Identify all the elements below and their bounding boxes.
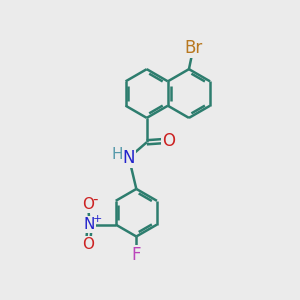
Text: -: - bbox=[92, 192, 98, 207]
Text: O: O bbox=[82, 197, 94, 212]
Text: +: + bbox=[92, 214, 102, 224]
Text: F: F bbox=[132, 246, 141, 264]
Text: N: N bbox=[123, 149, 135, 167]
Text: O: O bbox=[162, 132, 175, 150]
Text: H: H bbox=[111, 147, 123, 162]
Text: Br: Br bbox=[184, 39, 202, 57]
Text: N: N bbox=[84, 217, 95, 232]
Text: O: O bbox=[82, 237, 94, 252]
